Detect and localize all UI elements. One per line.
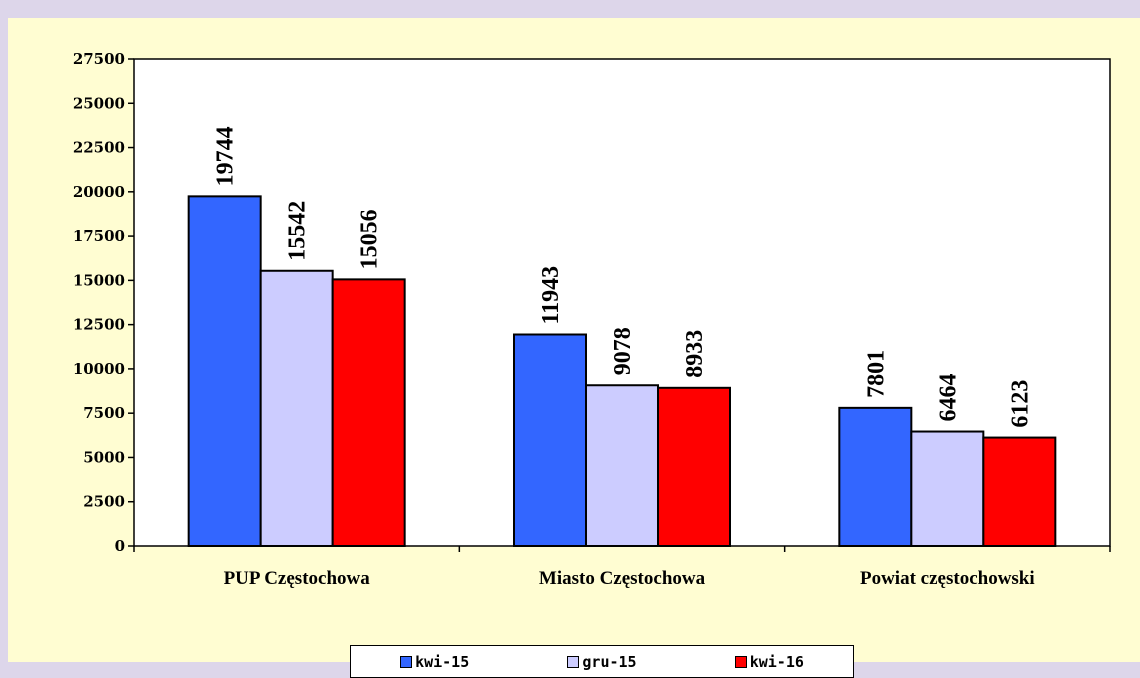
bar xyxy=(187,195,262,547)
y-axis: 0 2500 5000 7500 10000 12500 15000 17500 20000 22… xyxy=(73,50,134,555)
y-tick-label: 2500 xyxy=(83,493,125,511)
data-labels-group: 19744 15542 15056 11943 9078 8933 7801 6464 6123 xyxy=(213,126,1034,427)
y-tick-label: 5000 xyxy=(83,448,125,466)
y-tick-label: 0 xyxy=(115,537,125,555)
data-label: 7801 xyxy=(863,350,889,398)
bar xyxy=(982,436,1057,547)
data-label: 6123 xyxy=(1007,380,1033,428)
x-category-label: PUP Częstochowa xyxy=(224,568,371,589)
y-tick-label: 12500 xyxy=(73,316,125,334)
y-tick-label: 22500 xyxy=(73,139,125,157)
data-label: 15056 xyxy=(357,209,383,269)
y-tick-label: 25000 xyxy=(73,94,125,112)
data-label: 6464 xyxy=(935,374,961,422)
y-tick-label: 27500 xyxy=(73,50,125,68)
data-label: 8933 xyxy=(682,330,708,378)
data-label: 9078 xyxy=(610,327,636,375)
x-category-label: Miasto Częstochowa xyxy=(539,568,706,589)
bar xyxy=(838,406,913,547)
chart-area: 0 2500 5000 7500 10000 12500 15000 17500 20000 22… xyxy=(8,18,1140,678)
y-tick-label: 17500 xyxy=(73,227,125,245)
x-category-label: Powiat częstochowski xyxy=(860,568,1035,589)
x-axis: PUP Częstochowa Miasto Częstochowa Powiat … xyxy=(133,546,1111,589)
bar xyxy=(585,384,659,547)
bar xyxy=(259,269,334,547)
y-tick-label: 7500 xyxy=(83,404,125,422)
bar xyxy=(910,430,985,548)
bar xyxy=(513,333,587,548)
y-tick-label: 20000 xyxy=(73,183,125,201)
bars-group xyxy=(187,195,1057,548)
bar xyxy=(657,386,731,547)
bar-chart: 0 2500 5000 7500 10000 12500 15000 17500 20000 22… xyxy=(73,50,1111,589)
bar xyxy=(331,278,406,547)
data-label: 11943 xyxy=(538,266,564,325)
data-label: 15542 xyxy=(285,201,311,261)
y-tick-label: 10000 xyxy=(73,360,125,378)
data-label: 19744 xyxy=(213,126,239,186)
y-tick-label: 15000 xyxy=(73,271,125,289)
